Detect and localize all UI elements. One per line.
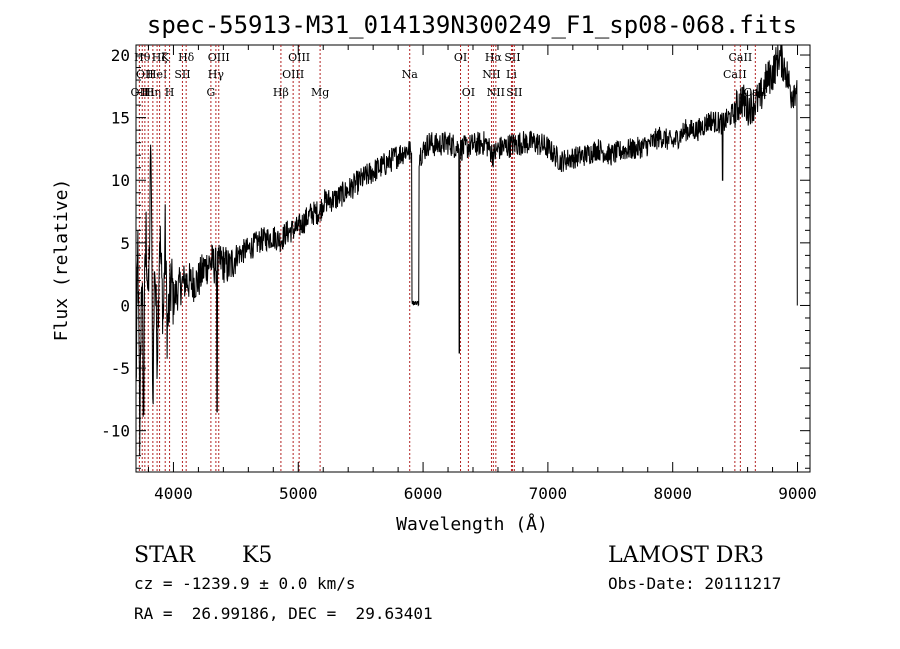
x-tick-label: 5000 (279, 484, 318, 503)
line-marker-label: OIII (282, 68, 304, 81)
x-axis-label: Wavelength (Å) (396, 513, 548, 535)
y-tick-label: 5 (120, 234, 130, 253)
survey-name: LAMOST DR3 (608, 543, 764, 568)
line-marker-label: NII (487, 86, 505, 99)
y-tick-label: 10 (111, 171, 130, 190)
line-marker-label: Hβ (273, 86, 289, 99)
line-marker-label: Hδ (178, 51, 195, 64)
line-marker-label: HeI (147, 68, 167, 81)
x-tick-label: 7000 (529, 484, 568, 503)
line-marker-label: Hθ (134, 51, 151, 64)
line-marker-label: Na (402, 68, 419, 81)
line-marker-label: Hη (145, 86, 161, 99)
line-marker-label: Hζ (152, 51, 168, 64)
y-tick-label: 20 (111, 46, 130, 65)
x-tick-label: 8000 (653, 484, 692, 503)
line-marker-label: OI (454, 51, 467, 64)
y-axis-label: Flux (relative) (51, 179, 72, 342)
line-marker-label: Li (506, 68, 517, 81)
line-marker-label: H (165, 86, 175, 99)
line-marker-label: OIII (208, 51, 230, 64)
line-marker-label: SII (506, 86, 522, 99)
chart-title: spec-55913-M31_014139N300249_F1_sp08-068… (147, 11, 797, 39)
line-marker-label: SII (174, 68, 190, 81)
y-tick-label: 15 (111, 109, 130, 128)
cz-value: cz = -1239.9 ± 0.0 km/s (134, 574, 356, 593)
line-marker-label: CaII (723, 68, 747, 81)
spectrum-group (135, 44, 798, 456)
obs-date: Obs-Date: 20111217 (608, 574, 781, 593)
line-marker-label: OIII (288, 51, 310, 64)
y-tick-label: -10 (101, 422, 130, 441)
y-tick-label: 0 (120, 296, 130, 315)
axis-ticks: 4000 5000 6000 7000 8000 9000 -10 -5 0 5 10 15 20 (101, 45, 817, 503)
x-tick-label: 6000 (404, 484, 443, 503)
line-marker-label: Mg (311, 86, 329, 99)
object-subclass: K5 (242, 543, 272, 568)
y-tick-label: -5 (111, 359, 130, 378)
line-marker-label: CaII (729, 51, 753, 64)
line-marker-label: OII (136, 68, 154, 81)
ra-dec: RA = 26.99186, DEC = 29.63401 (134, 604, 433, 623)
line-marker-label: Hι (141, 86, 155, 99)
spectrum-line (135, 44, 798, 456)
line-marker-label: Hα (485, 51, 503, 64)
line-marker-label: K (161, 51, 170, 64)
x-tick-label: 4000 (154, 484, 193, 503)
x-tick-label: 9000 (778, 484, 817, 503)
line-marker-label: SII (504, 51, 520, 64)
line-marker-label: OI (462, 86, 475, 99)
line-marker-label: G (206, 86, 215, 99)
object-class: STAR (134, 543, 196, 568)
line-marker-label: NII (482, 68, 500, 81)
line-marker-label: Hγ (208, 68, 225, 81)
